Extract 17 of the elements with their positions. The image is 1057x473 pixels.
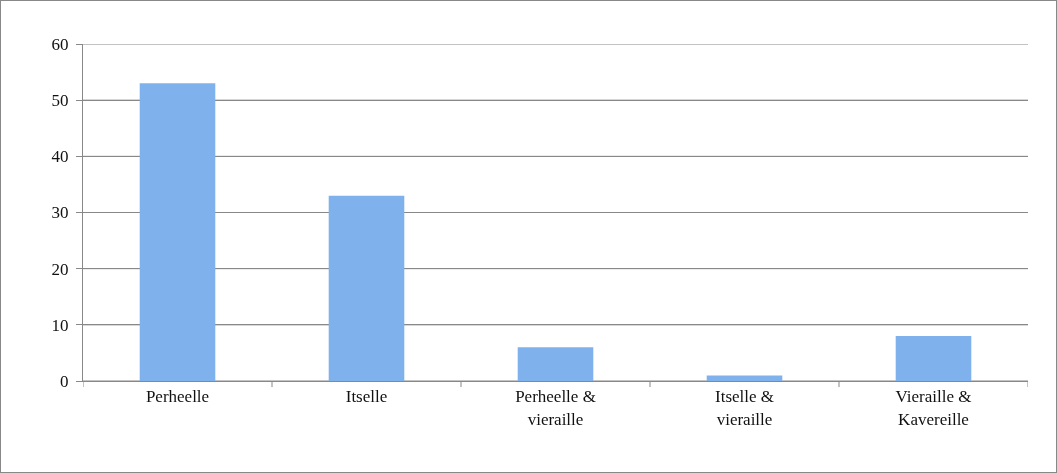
bar — [706, 375, 783, 381]
x-tick-label: Itselle & vieraille — [714, 387, 775, 429]
bar — [328, 195, 405, 381]
y-tick-label: 0 — [60, 371, 69, 391]
bar — [139, 83, 216, 381]
y-tick-label: 10 — [51, 315, 69, 335]
bar — [517, 347, 594, 381]
x-tick-label: Vieraille & Kavereille — [895, 387, 972, 429]
x-tick-label: Itselle — [345, 387, 388, 407]
y-tick-label: 30 — [51, 203, 69, 223]
x-tick-label: Perheelle & vieraille — [515, 387, 596, 429]
y-tick-label: 50 — [51, 91, 69, 111]
y-tick-label: 60 — [51, 34, 69, 54]
y-tick-label: 40 — [51, 147, 69, 167]
x-tick-label: Perheelle — [145, 387, 210, 407]
bar — [895, 336, 972, 381]
y-tick-label: 20 — [51, 259, 69, 279]
